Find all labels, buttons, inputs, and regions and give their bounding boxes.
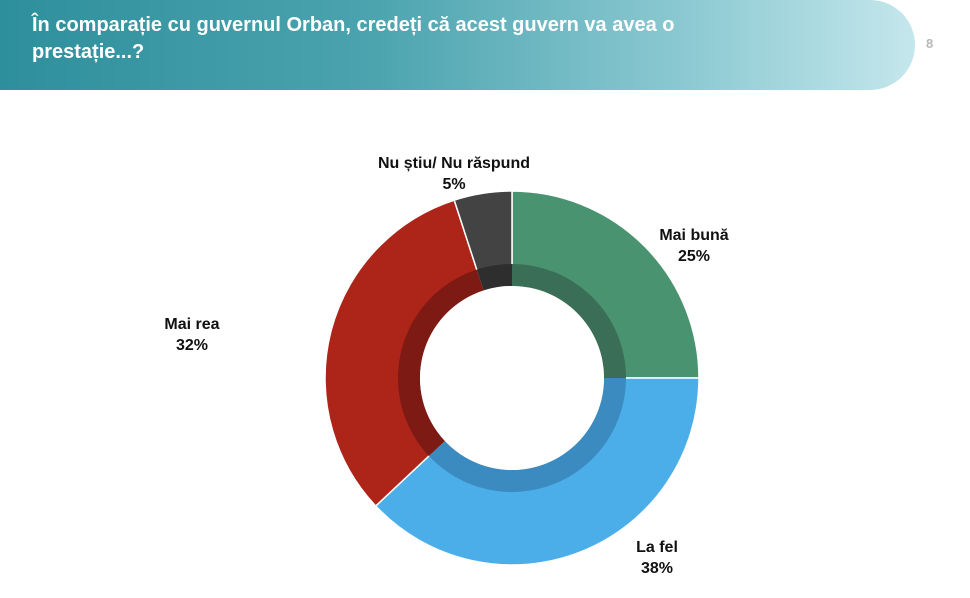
donut-inner-ring [398, 264, 626, 492]
slice-inner-shade-mai-buna [512, 264, 626, 378]
slice-label-value: 38% [641, 560, 673, 577]
slice-label-category: La fel [636, 539, 678, 556]
slice-inner-shade-nu-stiu-nu-raspund [476, 264, 512, 291]
slice-label-category: Mai rea [164, 316, 219, 333]
slice-labels: Mai bună 25% La fel 38% Mai rea 32% Nu știu/ N… [164, 155, 728, 577]
slice-label-value: 32% [176, 337, 208, 354]
slice-label-category: Mai bună [659, 227, 728, 244]
slice-label-value: 5% [442, 176, 465, 193]
slice-label-value: 25% [678, 248, 710, 265]
slice-inner-shade-la-fel [428, 378, 626, 492]
header-banner [0, 0, 915, 90]
slice-inner-shade-mai-rea [398, 269, 484, 457]
page-number: 8 [926, 36, 934, 51]
slice-label-category: Nu știu/ Nu răspund [378, 155, 530, 172]
slice-label-nu-stiu-nu-raspund: Nu știu/ Nu răspund 5% [378, 155, 530, 193]
slice-label-la-fel: La fel 38% [636, 539, 678, 577]
page-title: În comparație cu guvernul Orban, credeți… [32, 14, 675, 63]
slice-label-mai-rea: Mai rea 32% [164, 316, 219, 354]
slice-label-mai-buna: Mai bună 25% [659, 227, 728, 265]
donut-hole [420, 286, 604, 470]
